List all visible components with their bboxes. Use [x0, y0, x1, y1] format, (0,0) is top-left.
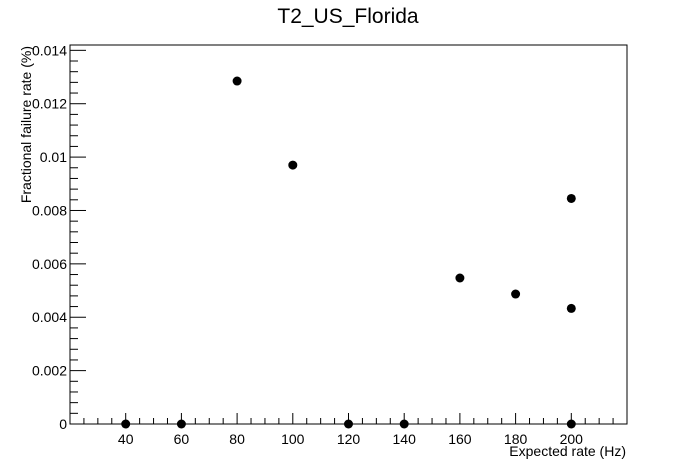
x-tick-label: 120 [337, 431, 361, 447]
x-tick-label: 160 [448, 431, 472, 447]
x-tick-label: 40 [118, 431, 134, 447]
data-point [566, 419, 576, 429]
x-tick-label: 80 [229, 431, 245, 447]
x-tick-label: 60 [174, 431, 190, 447]
plot-frame [69, 44, 628, 425]
data-point [399, 419, 409, 429]
y-tick-label: 0.012 [32, 96, 67, 112]
y-tick-label: 0.01 [40, 149, 67, 165]
data-point [176, 419, 186, 429]
data-point [511, 289, 521, 299]
x-tick-label: 100 [281, 431, 305, 447]
x-axis-title: Expected rate (Hz) [509, 443, 626, 459]
data-point [566, 303, 576, 313]
x-axis: 40 60 80 100 120 140 160 180 200 [69, 413, 628, 447]
y-tick-label: 0.004 [32, 309, 67, 325]
data-point [566, 193, 576, 203]
y-tick-label: 0.002 [32, 363, 67, 379]
data-point [344, 419, 353, 429]
x-tick-label: 200 [560, 431, 584, 447]
x-tick-label: 140 [393, 431, 417, 447]
x-tick-label: 180 [504, 431, 528, 447]
y-tick-label: 0 [59, 416, 67, 432]
chart-title: T2_US_Florida [277, 5, 419, 28]
y-axis-title: Fractional failure rate (%) [18, 46, 34, 203]
data-point [455, 273, 465, 283]
data-points [121, 76, 576, 429]
data-point [121, 419, 131, 429]
data-point [232, 76, 242, 86]
y-axis: 0 0.002 0.004 0.006 0.008 0.01 0.012 0.014 [32, 42, 86, 432]
y-tick-label: 0.008 [32, 202, 67, 218]
y-tick-label: 0.006 [32, 256, 67, 272]
data-point [288, 160, 298, 170]
y-tick-label: 0.014 [32, 42, 67, 58]
